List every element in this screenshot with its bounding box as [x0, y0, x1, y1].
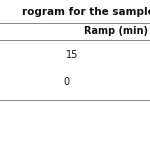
Text: Ramp (min): Ramp (min) — [84, 26, 148, 36]
Text: 0: 0 — [63, 77, 69, 87]
Text: rogram for the sample: rogram for the sample — [22, 7, 150, 17]
Text: 15: 15 — [66, 50, 78, 60]
